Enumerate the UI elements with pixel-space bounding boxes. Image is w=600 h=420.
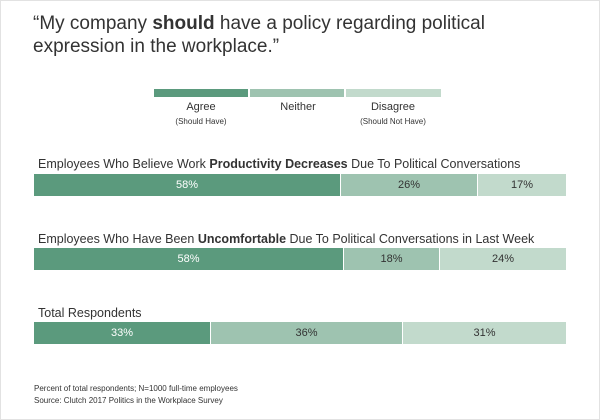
footnote-source: Source: Clutch 2017 Politics in the Work… bbox=[34, 396, 223, 405]
legend-sub-disagree: (Should Not Have) bbox=[360, 117, 426, 126]
bar-segment-agree: 58% bbox=[34, 248, 343, 270]
chart-title: “My company should have a policy regardi… bbox=[33, 12, 573, 58]
legend-label-disagree: Disagree bbox=[370, 101, 416, 113]
group-label-total: Total Respondents bbox=[38, 306, 142, 320]
legend-swatch-neither bbox=[250, 89, 344, 97]
bar-segment-disagree: 24% bbox=[439, 248, 566, 270]
bar-segment-neither: 18% bbox=[343, 248, 439, 270]
bar-segment-agree: 58% bbox=[34, 174, 340, 196]
bar-segment-neither: 36% bbox=[210, 322, 402, 344]
footnote-sample: Percent of total respondents; N=1000 ful… bbox=[34, 384, 238, 393]
title-emphasis: should bbox=[152, 13, 215, 34]
legend-label-agree: Agree bbox=[186, 101, 216, 113]
title-suffix: have a policy regarding political expres… bbox=[33, 13, 485, 57]
group-label-part: Employees Who Believe Work bbox=[38, 157, 210, 171]
legend-label-neither: Neither bbox=[280, 101, 316, 113]
group-label-part: Employees Who Have Been bbox=[38, 232, 198, 246]
bar-segment-agree: 33% bbox=[34, 322, 210, 344]
group-label-emphasis: Productivity Decreases bbox=[209, 157, 348, 171]
bar-segment-disagree: 31% bbox=[402, 322, 566, 344]
legend-swatch-agree bbox=[154, 89, 248, 97]
bar-segment-neither: 26% bbox=[340, 174, 477, 196]
group-label-uncomfortable: Employees Who Have Been Uncomfortable Du… bbox=[38, 232, 534, 246]
group-label-part: Due To Political Conversations in Last W… bbox=[286, 232, 535, 246]
legend-swatch-disagree bbox=[346, 89, 441, 97]
title-prefix: “My company bbox=[33, 13, 153, 34]
legend-sub-agree: (Should Have) bbox=[175, 117, 227, 126]
bar-segment-disagree: 17% bbox=[477, 174, 566, 196]
group-label-emphasis: Uncomfortable bbox=[197, 232, 287, 246]
group-label-productivity: Employees Who Believe Work Productivity … bbox=[38, 157, 520, 171]
group-label-part: Due To Political Conversations bbox=[347, 157, 521, 171]
group-label-part: Total Respondents bbox=[38, 306, 142, 320]
